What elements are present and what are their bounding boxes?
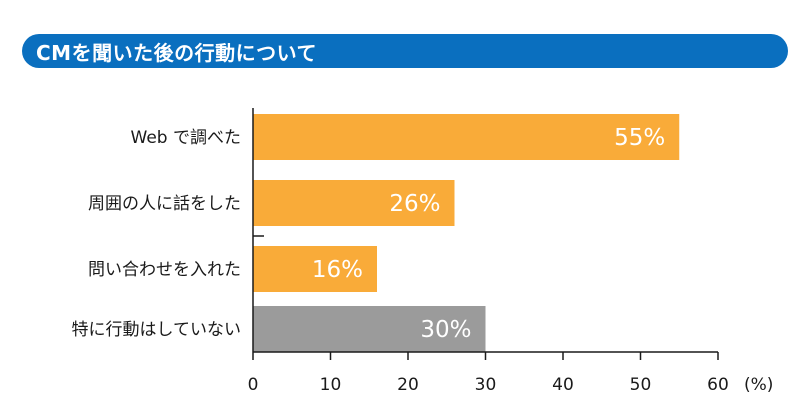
x-tick-label-10: 10 xyxy=(320,375,342,395)
title-bar: CMを聞いた後の行動について xyxy=(22,34,788,68)
bar-4 xyxy=(253,306,486,352)
chart-title: CMを聞いた後の行動について xyxy=(36,40,317,65)
x-tick-label-0: 0 xyxy=(248,375,259,395)
value-label-3: 16% xyxy=(312,257,363,283)
value-label-1: 55% xyxy=(614,125,665,151)
category-label-4: 特に行動はしていない xyxy=(72,320,242,340)
category-label-3: 問い合わせを入れた xyxy=(88,260,241,280)
x-tick-label-50: 50 xyxy=(630,375,652,395)
x-tick-label-60: 60 xyxy=(707,375,729,395)
value-label-4: 30% xyxy=(420,317,471,343)
category-label-2: 周囲の人に話をした xyxy=(88,194,241,214)
category-label-1: Web で調べた xyxy=(131,128,241,148)
x-tick-label-20: 20 xyxy=(397,375,419,395)
value-label-2: 26% xyxy=(389,191,440,217)
x-tick-label-30: 30 xyxy=(475,375,497,395)
bar-1 xyxy=(253,114,680,160)
bar-3 xyxy=(253,246,377,292)
bar-2 xyxy=(253,180,455,226)
x-unit-label: (%) xyxy=(744,375,773,395)
x-tick-label-40: 40 xyxy=(552,375,574,395)
